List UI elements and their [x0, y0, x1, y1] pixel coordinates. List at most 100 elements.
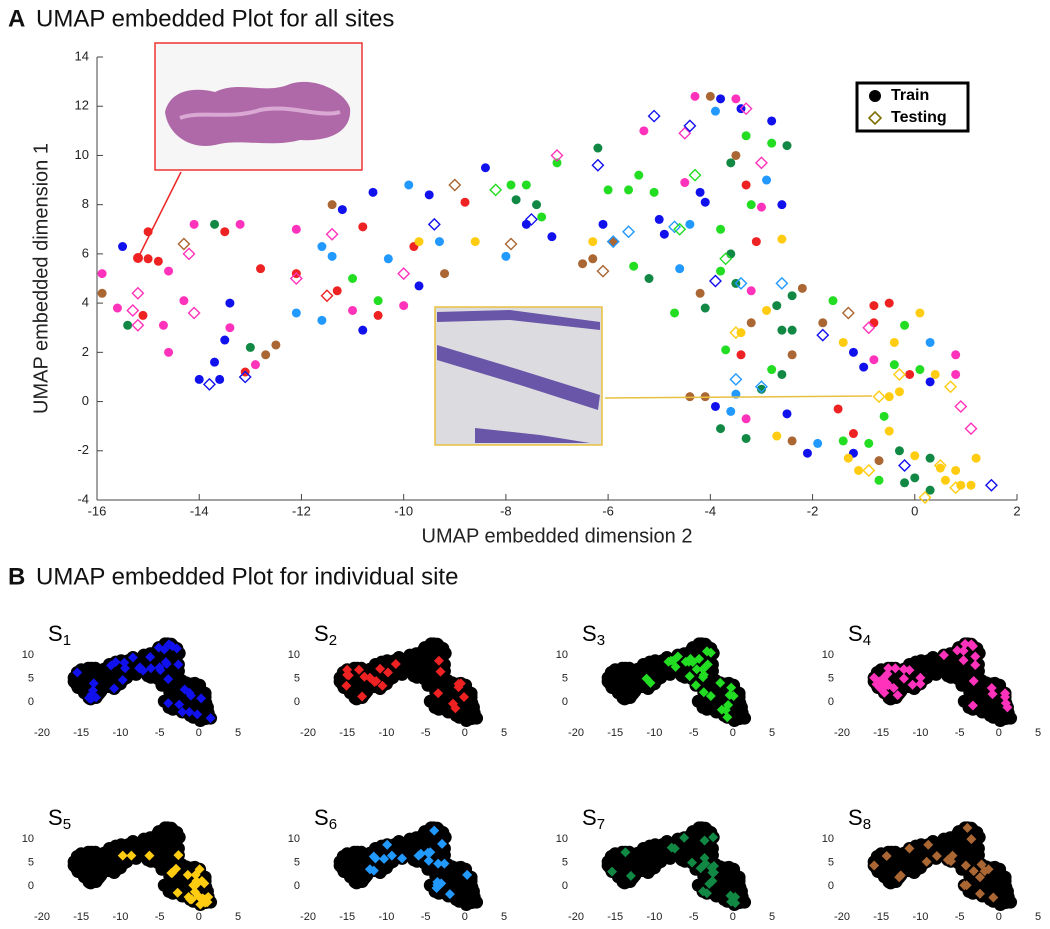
y-tick-label: 10 [22, 649, 34, 661]
site-point [163, 698, 174, 709]
site-point [117, 850, 128, 861]
train-point [220, 227, 230, 237]
site-point [357, 691, 368, 702]
x-tick-label: -5 [155, 727, 165, 739]
train-point [164, 347, 174, 357]
site-point [958, 655, 969, 666]
train-point [470, 237, 480, 247]
train-point [935, 463, 945, 473]
x-tick-label: -20 [834, 911, 850, 923]
train-point [843, 453, 853, 463]
train-point [930, 369, 940, 379]
test-point [448, 178, 462, 192]
train-point [915, 308, 925, 318]
site-point [439, 858, 450, 869]
site-point [645, 677, 656, 688]
train-point [700, 303, 710, 313]
site-point [159, 644, 170, 655]
legend-label: Train [891, 87, 929, 104]
train-point [782, 409, 792, 419]
y-tick-label: 10 [822, 649, 834, 661]
site-number: 4 [863, 632, 871, 649]
train-point [368, 187, 378, 197]
test-point [320, 289, 334, 303]
train-point [864, 438, 874, 448]
site-point [386, 850, 397, 861]
train-point [537, 212, 547, 222]
all-site-point [615, 678, 629, 692]
train-point [639, 126, 649, 136]
train-point [97, 288, 107, 298]
site-point [967, 641, 978, 652]
all-site-point [143, 834, 157, 848]
site-letter: S [848, 805, 863, 830]
test-point [427, 217, 441, 231]
y-tick-label: 5 [28, 673, 34, 685]
train-point [588, 254, 598, 264]
site-point [620, 847, 631, 858]
test-point [524, 212, 538, 226]
x-tick-label: -15 [873, 727, 889, 739]
x-tick-label: -5 [421, 727, 431, 739]
train-point [716, 266, 726, 276]
train-point [414, 237, 424, 247]
x-tick-label: -10 [394, 503, 413, 518]
inset-pointer [133, 253, 143, 263]
test-point [683, 119, 697, 133]
site-point [433, 858, 444, 869]
y-tick-label: 0 [294, 696, 300, 708]
site-point [429, 825, 440, 836]
train-point [889, 337, 899, 347]
site-point [715, 677, 726, 688]
site-point [163, 674, 174, 685]
site-point [377, 680, 388, 691]
x-tick-label: -5 [421, 911, 431, 923]
train-point [460, 197, 470, 207]
train-point [153, 256, 163, 266]
all-site-point [933, 660, 947, 674]
site-point [670, 661, 681, 672]
train-point [220, 335, 230, 345]
main-plot: -16 -14 -12 -10 -8 -6 -4 -2 0 2 -4 -2 0 2 4 6 8 10 12 14 UMA… [30, 48, 1020, 547]
all-site-point [902, 847, 916, 861]
train-point [716, 224, 726, 234]
train-point [598, 219, 608, 229]
train-point [358, 222, 368, 232]
train-point [215, 374, 225, 384]
site-title: S2 [314, 621, 337, 649]
train-point [746, 318, 756, 328]
train-point [777, 369, 787, 379]
site-point [904, 843, 915, 854]
site-point [679, 832, 690, 843]
site-point [72, 667, 83, 678]
test-point [734, 276, 748, 290]
site-point [625, 870, 636, 881]
site-point [959, 880, 970, 891]
train-point [424, 190, 434, 200]
train-point [782, 141, 792, 151]
x-tick-label: -20 [34, 727, 50, 739]
site-point [881, 851, 892, 862]
site-point [698, 669, 709, 680]
train-point [838, 436, 848, 446]
x-tick-label: 0 [730, 727, 736, 739]
site-point [700, 858, 711, 869]
site-point [958, 645, 969, 656]
all-site-point [615, 862, 629, 876]
all-site-point [347, 678, 361, 692]
all-site-point [164, 682, 178, 696]
site-point [195, 899, 206, 910]
site-point [435, 666, 446, 677]
site-number: 7 [597, 816, 605, 833]
train-point [833, 404, 843, 414]
train-point [894, 387, 904, 397]
site-point [171, 643, 182, 654]
all-site-point [409, 834, 423, 848]
test-point [187, 306, 201, 320]
all-site-point [168, 876, 182, 890]
site-title: S6 [314, 805, 337, 833]
site-point [127, 652, 138, 663]
inset-arrow [139, 171, 182, 255]
train-point [787, 436, 797, 446]
